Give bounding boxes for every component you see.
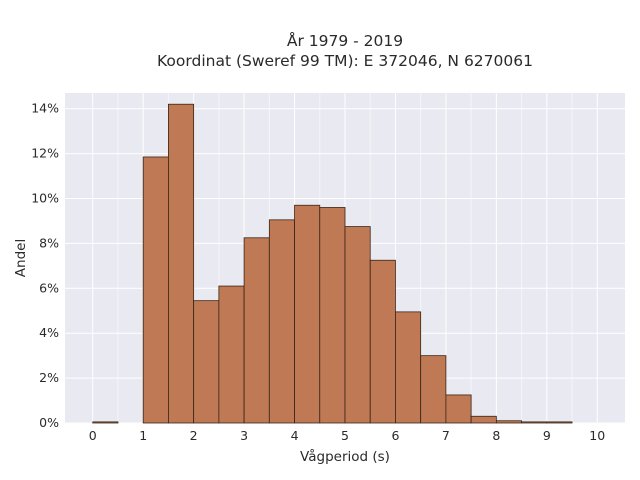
x-tick-label: 2 (190, 428, 198, 443)
y-tick-label: 10% (31, 191, 59, 206)
histogram-bar (445, 394, 472, 424)
y-axis-label: Andel (13, 239, 29, 277)
x-tick-label: 5 (341, 428, 349, 443)
histogram-bar (193, 300, 220, 424)
histogram-bar (420, 355, 447, 424)
x-tick-label: 8 (492, 428, 500, 443)
histogram-bar (92, 421, 119, 424)
histogram-bar (319, 207, 346, 424)
y-tick-label: 8% (39, 235, 59, 250)
y-tick-label: 2% (39, 370, 59, 385)
histogram-bar (546, 421, 573, 424)
histogram-bar (142, 156, 169, 424)
histogram-bar (395, 311, 422, 424)
histogram-bar (168, 103, 195, 424)
x-axis-ticks: 0 1 2 3 4 5 6 7 8 9 10 (89, 428, 605, 443)
x-tick-label: 10 (589, 428, 605, 443)
histogram-bar (218, 285, 245, 424)
y-axis-ticks: 0% 2% 4% 6% 8% 10% 12% 14% (31, 101, 59, 430)
histogram-bar (470, 415, 497, 424)
y-tick-label: 6% (39, 280, 59, 295)
histogram-bar (268, 219, 295, 424)
histogram-bar (243, 237, 270, 424)
histogram-bar (495, 420, 522, 424)
histogram-bar (294, 204, 321, 424)
y-tick-label: 14% (31, 101, 59, 116)
histogram-bar (369, 259, 396, 424)
x-tick-label: 3 (240, 428, 248, 443)
x-tick-label: 9 (543, 428, 551, 443)
x-tick-label: 0 (89, 428, 97, 443)
histogram-bar (521, 421, 548, 424)
x-axis-label: Vågperiod (s) (300, 448, 390, 465)
y-tick-label: 0% (39, 415, 59, 430)
y-tick-label: 4% (39, 325, 59, 340)
x-tick-label: 1 (139, 428, 147, 443)
x-tick-label: 7 (442, 428, 450, 443)
y-tick-label: 12% (31, 146, 59, 161)
x-tick-label: 6 (391, 428, 399, 443)
chart-title-line-1: År 1979 - 2019 (287, 31, 403, 50)
x-tick-label: 4 (291, 428, 299, 443)
histogram-bars (92, 103, 573, 424)
chart-title-line-2: Koordinat (Sweref 99 TM): E 372046, N 62… (157, 52, 533, 70)
histogram-bar (344, 226, 371, 424)
